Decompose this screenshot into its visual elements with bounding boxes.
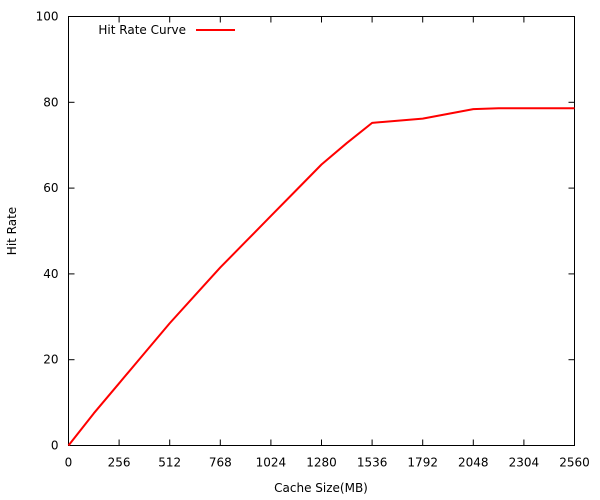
x-tick-label: 768 [209,456,232,470]
y-tick-label: 80 [43,95,58,109]
x-tick-label: 1536 [357,456,388,470]
x-axis-label: Cache Size(MB) [274,481,368,495]
y-tick-label: 60 [43,181,58,195]
x-tick-label: 1792 [407,456,438,470]
x-tick-label: 512 [158,456,181,470]
legend-label: Hit Rate Curve [98,23,186,37]
y-tick-label: 100 [36,10,59,24]
x-tick-label: 2560 [559,456,590,470]
x-tick-label: 0 [65,456,73,470]
series-layer [67,107,575,447]
y-axis-ticks: 0 20 40 60 80 100 [36,10,575,453]
x-tick-label: 2304 [509,456,540,470]
x-axis-ticks: 0 256 512 768 1024 1280 1536 1792 2048 2304 2560 [65,16,590,470]
plot-frame [68,16,575,446]
x-tick-label: 2048 [458,456,489,470]
y-tick-label: 0 [51,439,59,453]
legend: Hit Rate Curve [98,23,235,37]
x-tick-label: 256 [108,456,131,470]
x-tick-label: 1280 [306,456,337,470]
series-line [67,107,575,447]
y-axis-label: Hit Rate [5,207,19,255]
y-tick-label: 20 [43,353,58,367]
x-tick-label: 1024 [256,456,287,470]
y-tick-label: 40 [43,267,58,281]
